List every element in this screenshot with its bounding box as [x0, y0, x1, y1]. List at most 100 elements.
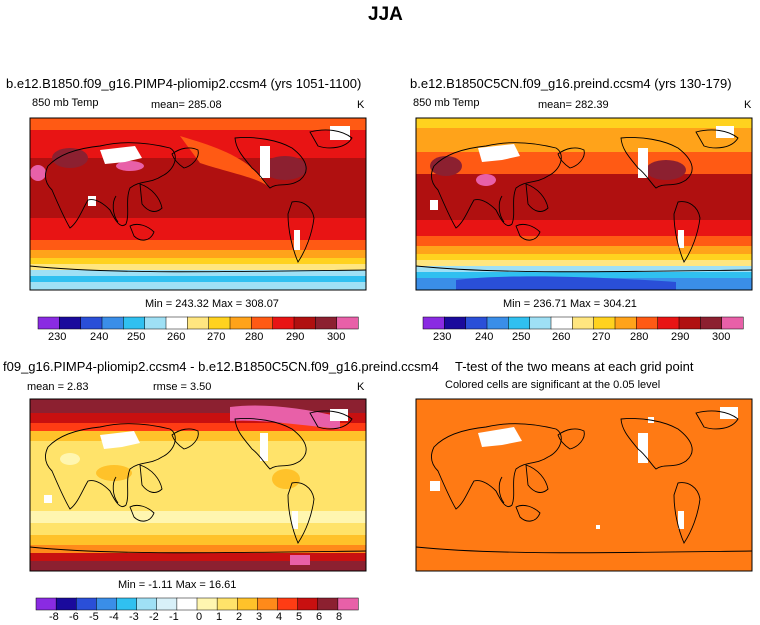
colorbar-tick-label: 280 [630, 331, 649, 343]
colorbar-tick-label: 280 [245, 331, 264, 343]
colorbar-tick-label: -8 [49, 611, 59, 623]
figure-title: JJA [368, 4, 403, 25]
colorbar-swatch [315, 316, 338, 330]
colorbar-swatch [35, 597, 57, 611]
colorbar-tick-label: 1 [216, 611, 223, 623]
colorbar-swatch [176, 597, 198, 611]
colorbar-swatch [144, 316, 167, 330]
colorbar-tick-label: 240 [90, 331, 109, 343]
panel1-mean: mean= 285.08 [151, 99, 222, 111]
colorbar-tick-label: 270 [207, 331, 226, 343]
colorbar-tick-label: 290 [671, 331, 690, 343]
panel1-map [29, 117, 367, 291]
colorbar-tick-label: 270 [592, 331, 611, 343]
panel3-min-max: Min = -1.11 Max = 16.61 [118, 579, 237, 591]
colorbar-swatch [55, 597, 77, 611]
colorbar-tick-label: -5 [89, 611, 99, 623]
colorbar-swatch [123, 316, 146, 330]
colorbar-swatch [550, 316, 573, 330]
colorbar-swatch [165, 316, 188, 330]
colorbar-swatch [593, 316, 616, 330]
colorbar-swatch [444, 316, 467, 330]
panel3-colorbar [35, 597, 359, 611]
colorbar-swatch [337, 597, 359, 611]
colorbar-tick-label: 300 [327, 331, 346, 343]
colorbar-tick-label: 6 [316, 611, 323, 623]
panel4-map [415, 398, 753, 572]
colorbar-swatch [37, 316, 60, 330]
panel2-colorbar [422, 316, 744, 330]
panel1-variable-label: 850 mb Temp [32, 97, 99, 109]
colorbar-tick-label: -1 [169, 611, 179, 623]
panel2-units: K [744, 99, 752, 111]
colorbar-swatch [136, 597, 158, 611]
colorbar-tick-label: 250 [127, 331, 146, 343]
colorbar-tick-label: 260 [552, 331, 571, 343]
colorbar-tick-label: 290 [286, 331, 305, 343]
panel2-variable-label: 850 mb Temp [413, 97, 480, 109]
colorbar-tick-label: 4 [276, 611, 283, 623]
panel4-title: T-test of the two means at each grid poi… [455, 359, 694, 374]
panel1-min-max: Min = 243.32 Max = 308.07 [145, 298, 279, 310]
colorbar-tick-label: 230 [48, 331, 67, 343]
colorbar-swatch [678, 316, 701, 330]
colorbar-swatch [229, 316, 252, 330]
colorbar-swatch [465, 316, 488, 330]
colorbar-swatch [116, 597, 138, 611]
panel1-colorbar [37, 316, 359, 330]
colorbar-swatch [336, 316, 359, 330]
panel2-mean: mean= 282.39 [538, 99, 609, 111]
colorbar-tick-label: 3 [256, 611, 263, 623]
panel2-title: b.e12.B1850C5CN.f09_g16.preind.ccsm4 (yr… [410, 76, 732, 91]
panel4-subtitle: Colored cells are significant at the 0.0… [445, 379, 661, 391]
colorbar-tick-label: 240 [475, 331, 494, 343]
colorbar-tick-label: 260 [167, 331, 186, 343]
colorbar-tick-label: 300 [712, 331, 731, 343]
colorbar-swatch [297, 597, 319, 611]
panel3-rmse: rmse = 3.50 [153, 381, 212, 393]
colorbar-tick-label: 2 [236, 611, 243, 623]
colorbar-swatch [486, 316, 509, 330]
panel2-map [415, 117, 753, 291]
colorbar-swatch [237, 597, 258, 611]
panel1-title: b.e12.B1850.f09_g16.PIMP4-pliomip2.ccsm4… [6, 76, 362, 91]
colorbar-swatch [80, 316, 103, 330]
colorbar-swatch [101, 316, 124, 330]
colorbar-swatch [721, 316, 744, 330]
colorbar-tick-label: 8 [336, 611, 343, 623]
colorbar-tick-label: 0 [196, 611, 203, 623]
colorbar-swatch [156, 597, 178, 611]
panel2-min-max: Min = 236.71 Max = 304.21 [503, 298, 637, 310]
colorbar-tick-label: 250 [512, 331, 531, 343]
colorbar-tick-label: -4 [109, 611, 119, 623]
panel3-map [29, 398, 367, 572]
colorbar-swatch [293, 316, 316, 330]
colorbar-swatch [317, 597, 339, 611]
panel3-mean: mean = 2.83 [27, 381, 89, 393]
colorbar-swatch [96, 597, 118, 611]
panel3-title: f09_g16.PIMP4-pliomip2.ccsm4 - b.e12.B18… [3, 359, 439, 374]
colorbar-swatch [272, 316, 295, 330]
colorbar-swatch [76, 597, 97, 611]
colorbar-tick-label: -3 [129, 611, 139, 623]
colorbar-swatch [636, 316, 659, 330]
colorbar-swatch [529, 316, 552, 330]
colorbar-swatch [257, 597, 279, 611]
colorbar-tick-label: 230 [433, 331, 452, 343]
colorbar-swatch [508, 316, 531, 330]
colorbar-swatch [208, 316, 231, 330]
colorbar-swatch [277, 597, 299, 611]
colorbar-swatch [657, 316, 680, 330]
colorbar-swatch [59, 316, 82, 330]
colorbar-swatch [187, 316, 210, 330]
colorbar-swatch [196, 597, 218, 611]
colorbar-tick-label: -6 [69, 611, 79, 623]
colorbar-swatch [216, 597, 238, 611]
panel1-units: K [357, 99, 365, 111]
colorbar-swatch [572, 316, 595, 330]
colorbar-tick-label: -2 [149, 611, 159, 623]
panel3-units: K [357, 381, 365, 393]
colorbar-swatch [422, 316, 445, 330]
colorbar-swatch [614, 316, 637, 330]
colorbar-tick-label: 5 [296, 611, 303, 623]
